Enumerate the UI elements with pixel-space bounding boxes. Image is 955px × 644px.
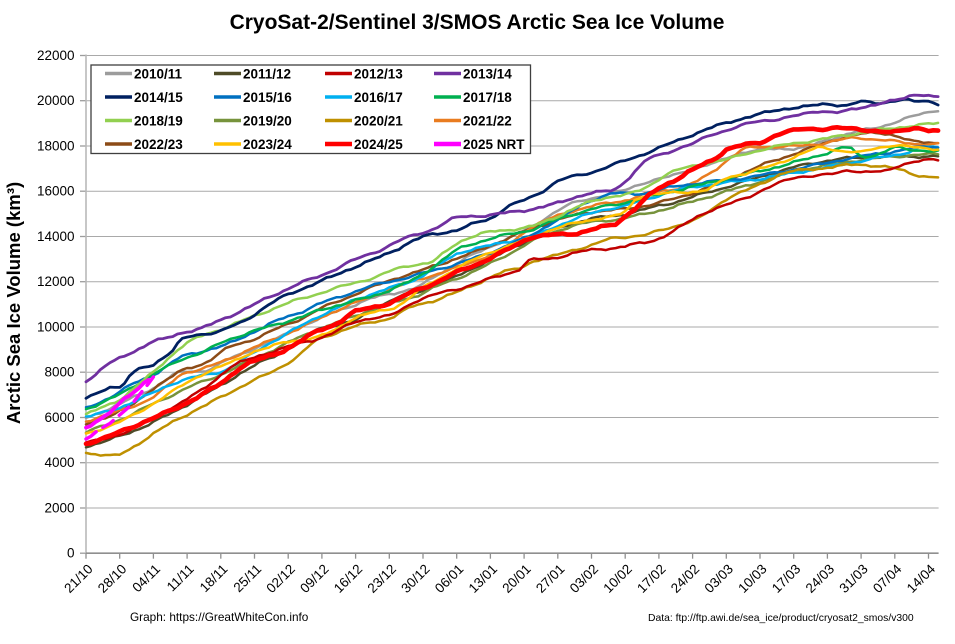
svg-text:2014/15: 2014/15	[134, 90, 183, 105]
svg-text:2022/23: 2022/23	[134, 137, 183, 152]
svg-text:Arctic Sea Ice Volume (km³): Arctic Sea Ice Volume (km³)	[3, 182, 24, 424]
svg-text:2018/19: 2018/19	[134, 113, 183, 128]
svg-text:20000: 20000	[37, 93, 75, 108]
svg-text:2000: 2000	[44, 501, 74, 516]
svg-text:10000: 10000	[37, 320, 75, 335]
svg-text:6000: 6000	[44, 410, 74, 425]
svg-text:Graph: https://GreatWhiteCon.i: Graph: https://GreatWhiteCon.info	[130, 610, 309, 624]
svg-text:2019/20: 2019/20	[243, 113, 292, 128]
svg-text:2012/13: 2012/13	[354, 66, 403, 81]
svg-text:Data: ftp://ftp.awi.de/sea_ice: Data: ftp://ftp.awi.de/sea_ice/product/c…	[648, 613, 914, 624]
svg-text:CryoSat-2/Sentinel 3/SMOS Arct: CryoSat-2/Sentinel 3/SMOS Arctic Sea Ice…	[230, 11, 725, 34]
svg-text:2020/21: 2020/21	[354, 113, 403, 128]
svg-text:2021/22: 2021/22	[463, 113, 512, 128]
svg-text:18000: 18000	[37, 139, 75, 154]
svg-text:2017/18: 2017/18	[463, 90, 512, 105]
svg-text:8000: 8000	[44, 365, 74, 380]
svg-text:2016/17: 2016/17	[354, 90, 403, 105]
svg-text:2010/11: 2010/11	[134, 66, 183, 81]
svg-text:2015/16: 2015/16	[243, 90, 292, 105]
svg-text:2023/24: 2023/24	[243, 137, 292, 152]
svg-text:2011/12: 2011/12	[243, 66, 291, 81]
svg-text:12000: 12000	[37, 274, 75, 289]
svg-text:2013/14: 2013/14	[463, 66, 512, 81]
svg-text:0: 0	[67, 546, 75, 561]
svg-text:22000: 22000	[37, 48, 75, 63]
svg-text:4000: 4000	[44, 455, 74, 470]
svg-text:2025 NRT: 2025 NRT	[463, 137, 525, 152]
svg-text:14000: 14000	[37, 229, 75, 244]
svg-text:16000: 16000	[37, 184, 75, 199]
svg-text:2024/25: 2024/25	[354, 137, 403, 152]
